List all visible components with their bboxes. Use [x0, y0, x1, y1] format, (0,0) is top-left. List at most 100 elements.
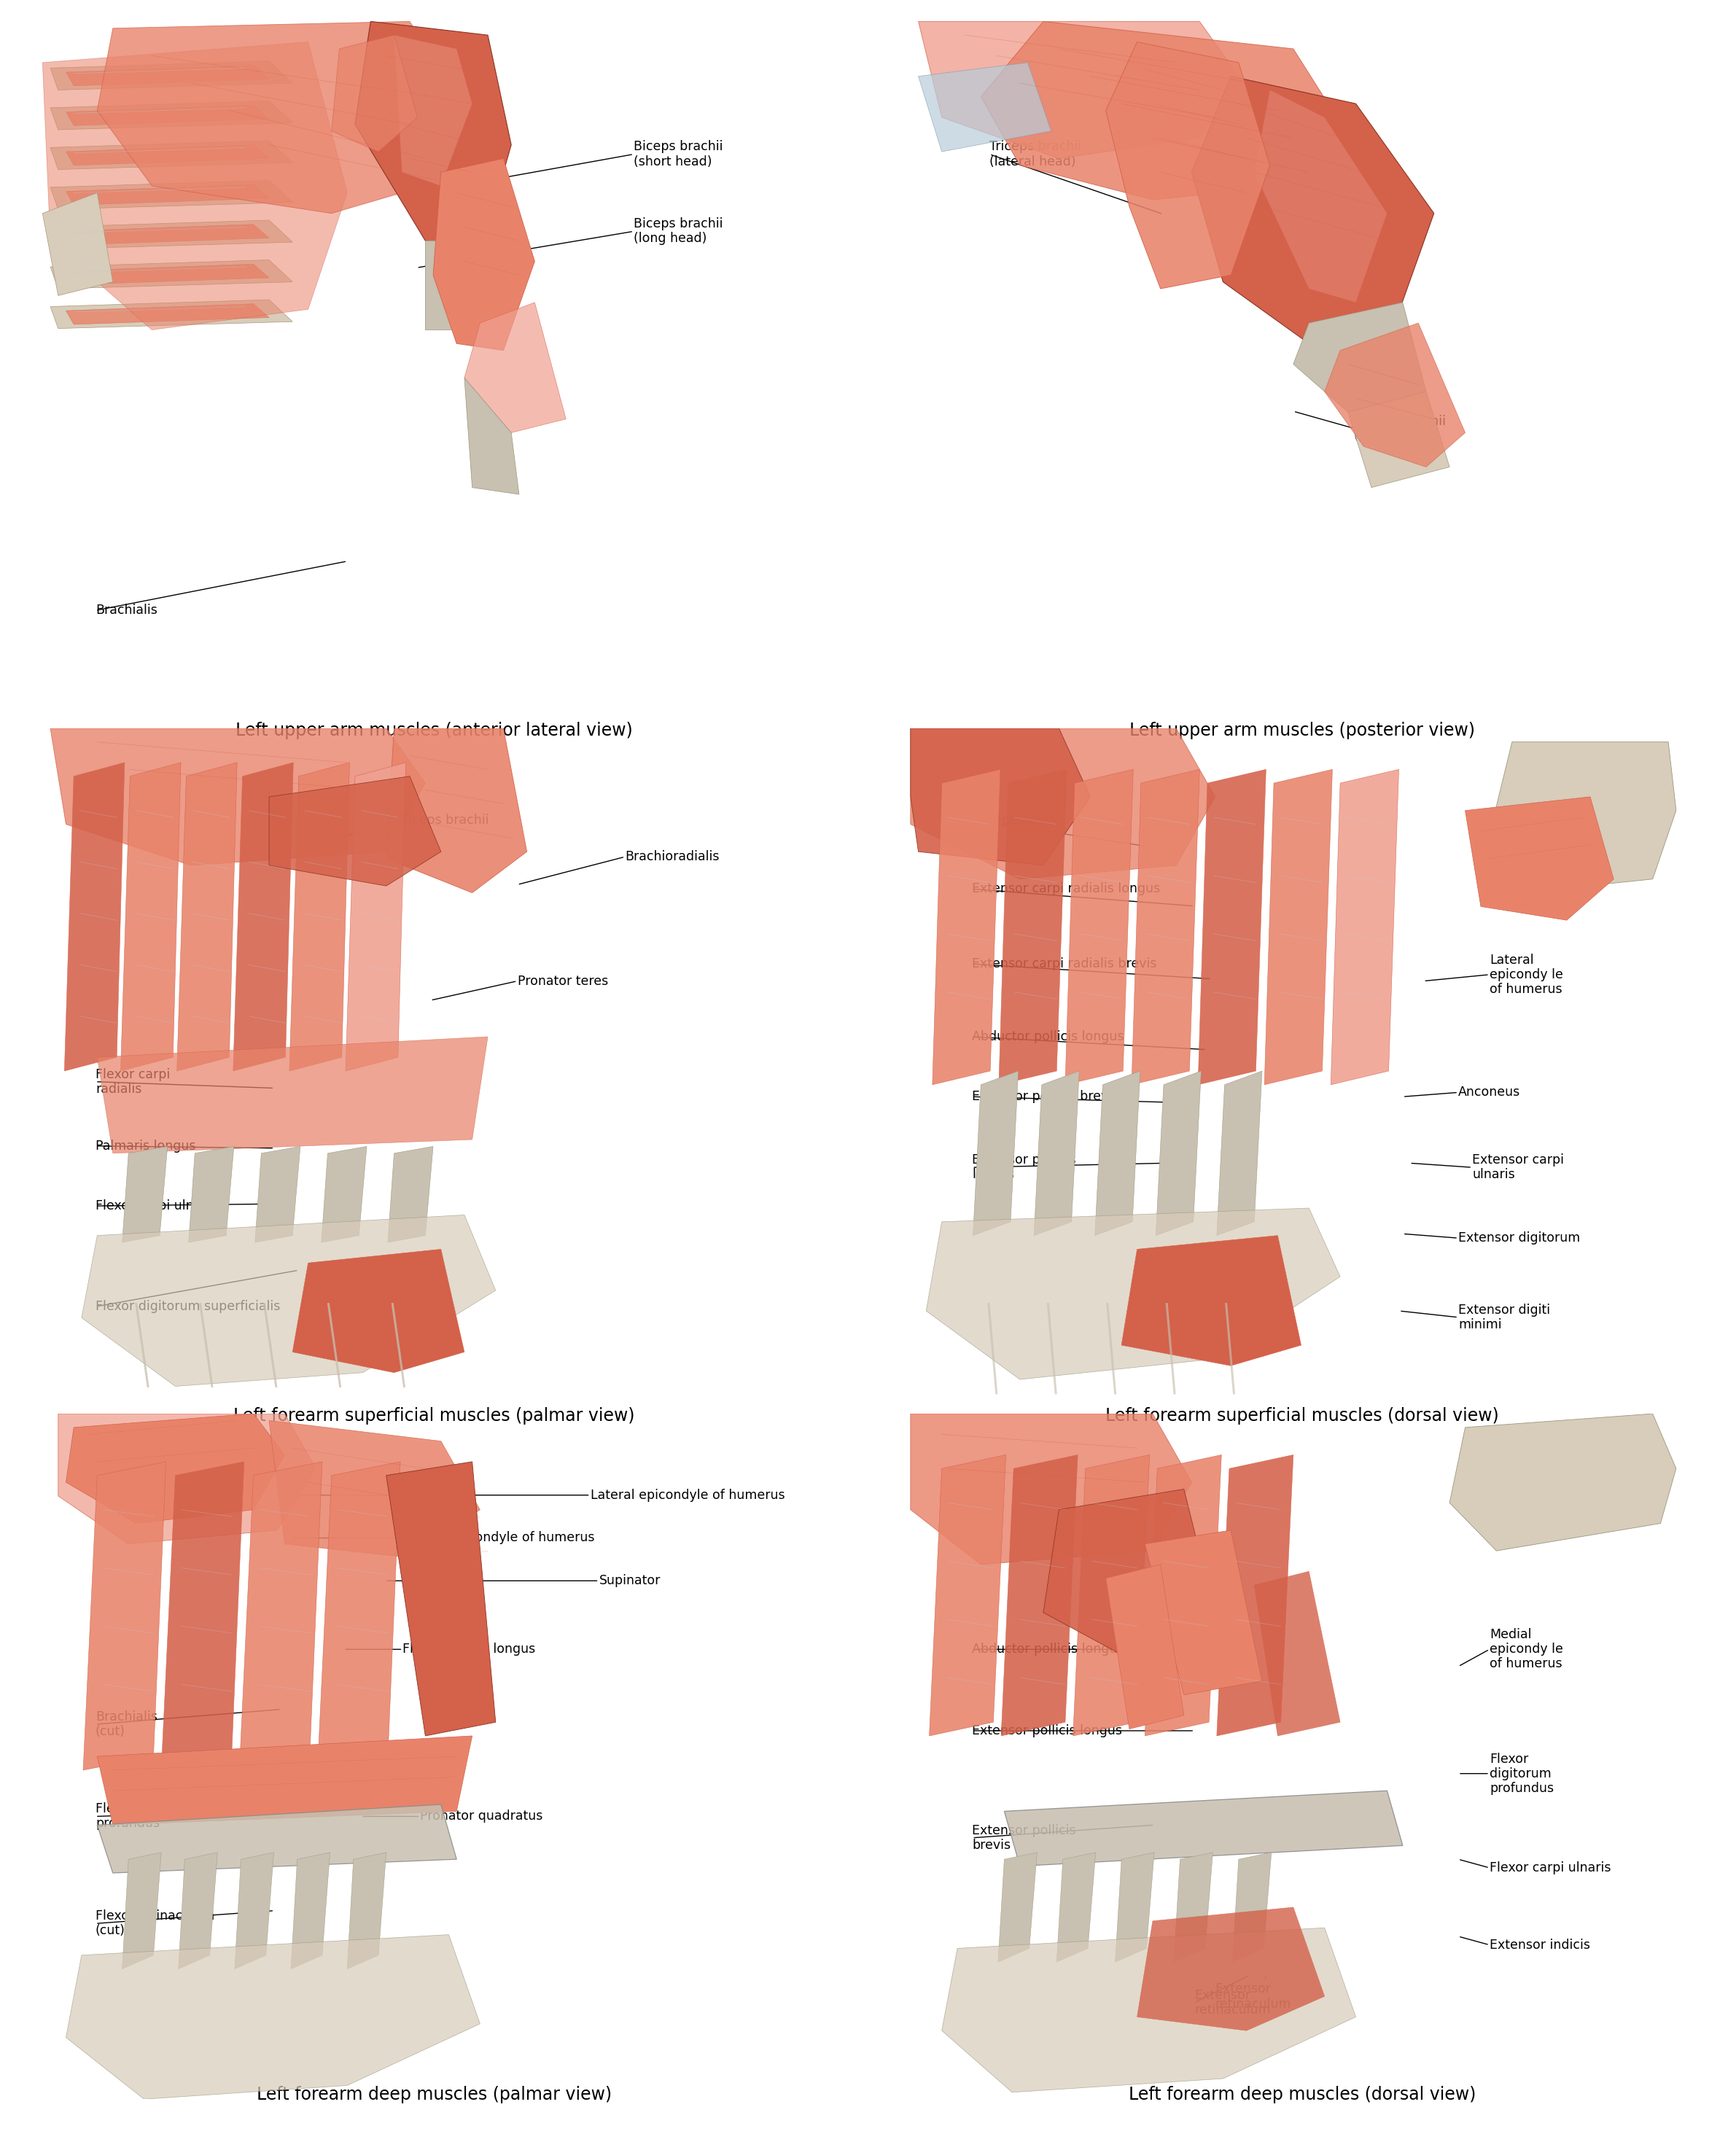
Polygon shape — [387, 1461, 496, 1735]
Polygon shape — [1043, 1489, 1224, 1666]
Text: Extensor carpi radialis longus: Extensor carpi radialis longus — [972, 883, 1160, 895]
Text: Pronator quadratus: Pronator quadratus — [420, 1810, 543, 1823]
Polygon shape — [179, 1853, 217, 1968]
Polygon shape — [943, 1928, 1356, 2093]
Text: Left forearm superficial muscles (dorsal view): Left forearm superficial muscles (dorsal… — [1106, 1407, 1498, 1424]
Polygon shape — [1174, 1853, 1213, 1962]
Text: Flexor retinaculum
(cut): Flexor retinaculum (cut) — [95, 1911, 215, 1936]
Polygon shape — [234, 1853, 274, 1968]
Polygon shape — [1132, 769, 1200, 1084]
Polygon shape — [927, 1208, 1340, 1379]
Text: Lateral epicondyle of humerus: Lateral epicondyle of humerus — [590, 1489, 785, 1502]
Polygon shape — [97, 1735, 472, 1825]
Polygon shape — [1217, 1454, 1293, 1735]
Text: Triceps brachii
(lateral head): Triceps brachii (lateral head) — [990, 141, 1082, 167]
Polygon shape — [50, 180, 293, 210]
Polygon shape — [1115, 1853, 1154, 1962]
Text: Medial
epicondy le
of humerus: Medial epicondy le of humerus — [1489, 1628, 1562, 1671]
Polygon shape — [50, 101, 293, 131]
Polygon shape — [465, 377, 519, 495]
Text: Left upper arm muscles (posterior view): Left upper arm muscles (posterior view) — [1128, 722, 1476, 739]
Polygon shape — [66, 304, 269, 323]
Text: Flexor digitorum
profundus: Flexor digitorum profundus — [95, 1804, 200, 1829]
Text: Biceps brachii: Biceps brachii — [399, 814, 488, 827]
Polygon shape — [1066, 769, 1134, 1084]
Polygon shape — [321, 1146, 366, 1242]
Polygon shape — [269, 1420, 481, 1557]
Text: Flexor carpi ulnaris: Flexor carpi ulnaris — [95, 1200, 217, 1212]
Text: Brachioradialis: Brachioradialis — [625, 850, 719, 863]
Polygon shape — [347, 1853, 387, 1968]
Polygon shape — [240, 1461, 323, 1769]
Text: Left forearm deep muscles (dorsal view): Left forearm deep muscles (dorsal view) — [1128, 2086, 1476, 2103]
Polygon shape — [332, 34, 418, 152]
Polygon shape — [345, 763, 406, 1071]
Text: Extensor digitorum: Extensor digitorum — [1458, 1232, 1580, 1245]
Text: Extensor
retinaculum: Extensor retinaculum — [1194, 1990, 1271, 2016]
Polygon shape — [1465, 797, 1614, 921]
Text: Extensor digiti
minimi: Extensor digiti minimi — [1458, 1304, 1550, 1330]
Polygon shape — [1095, 1071, 1141, 1236]
Text: Extensor pollicis
brevis: Extensor pollicis brevis — [972, 1825, 1076, 1851]
Polygon shape — [122, 1146, 168, 1242]
Polygon shape — [1005, 1791, 1403, 1866]
Polygon shape — [50, 300, 293, 328]
Polygon shape — [974, 1071, 1019, 1236]
Text: Biceps brachii
(short head): Biceps brachii (short head) — [634, 141, 722, 167]
Text: Flexor pollicis longus: Flexor pollicis longus — [403, 1643, 536, 1656]
Polygon shape — [1073, 1454, 1149, 1735]
Text: Biceps brachii
(long head): Biceps brachii (long head) — [634, 218, 722, 244]
Polygon shape — [233, 763, 293, 1071]
Polygon shape — [50, 62, 293, 90]
Polygon shape — [290, 763, 349, 1071]
Polygon shape — [1146, 1454, 1222, 1735]
Polygon shape — [97, 1037, 488, 1152]
Polygon shape — [911, 728, 1215, 878]
Polygon shape — [1198, 769, 1266, 1084]
Polygon shape — [97, 21, 450, 214]
Text: Abductor pollicis longus: Abductor pollicis longus — [972, 1643, 1125, 1656]
Text: Flexor
digitorum
profundus: Flexor digitorum profundus — [1489, 1752, 1554, 1795]
Text: Extensor pollicis longus: Extensor pollicis longus — [972, 1724, 1123, 1737]
Polygon shape — [1293, 302, 1427, 411]
Polygon shape — [122, 763, 181, 1071]
Text: Left upper arm muscles (anterior lateral view): Left upper arm muscles (anterior lateral… — [236, 722, 632, 739]
Polygon shape — [1156, 1071, 1201, 1236]
Text: Left forearm deep muscles (palmar view): Left forearm deep muscles (palmar view) — [257, 2086, 611, 2103]
Polygon shape — [1264, 769, 1333, 1084]
Polygon shape — [932, 769, 1000, 1084]
Polygon shape — [66, 146, 269, 165]
Text: Extensor carpi radialis brevis: Extensor carpi radialis brevis — [972, 957, 1156, 970]
Polygon shape — [387, 728, 528, 893]
Polygon shape — [177, 763, 238, 1071]
Polygon shape — [66, 184, 269, 206]
Polygon shape — [1106, 1564, 1184, 1729]
Text: Abductor pollicis longus: Abductor pollicis longus — [972, 1030, 1125, 1043]
Text: Extensor carpi
ulnaris: Extensor carpi ulnaris — [1472, 1155, 1564, 1180]
Text: Anconeus: Anconeus — [1458, 1086, 1521, 1099]
Text: Extensor pollicis
longus: Extensor pollicis longus — [972, 1155, 1076, 1180]
Text: Flexor carpi ulnaris: Flexor carpi ulnaris — [1489, 1861, 1611, 1874]
Polygon shape — [66, 105, 269, 126]
Text: Extensor indicis: Extensor indicis — [1489, 1939, 1590, 1951]
Polygon shape — [293, 1249, 465, 1373]
Polygon shape — [918, 62, 1052, 152]
Polygon shape — [425, 240, 481, 330]
Text: Extensor pollicis brevis: Extensor pollicis brevis — [972, 1090, 1120, 1103]
Polygon shape — [66, 225, 269, 244]
Polygon shape — [1057, 1853, 1095, 1962]
Polygon shape — [292, 1853, 330, 1968]
Polygon shape — [50, 221, 293, 248]
Polygon shape — [1035, 1071, 1080, 1236]
Polygon shape — [64, 763, 125, 1071]
Polygon shape — [387, 1146, 434, 1242]
Polygon shape — [434, 159, 535, 351]
Polygon shape — [1137, 1906, 1325, 2031]
Polygon shape — [1233, 1853, 1271, 1962]
Polygon shape — [981, 21, 1333, 199]
Text: Triceps brachii: Triceps brachii — [972, 814, 1064, 827]
Text: Pronator teres: Pronator teres — [517, 975, 608, 987]
Polygon shape — [1217, 1071, 1262, 1236]
Text: Brachialis: Brachialis — [95, 604, 158, 617]
Polygon shape — [50, 141, 293, 169]
